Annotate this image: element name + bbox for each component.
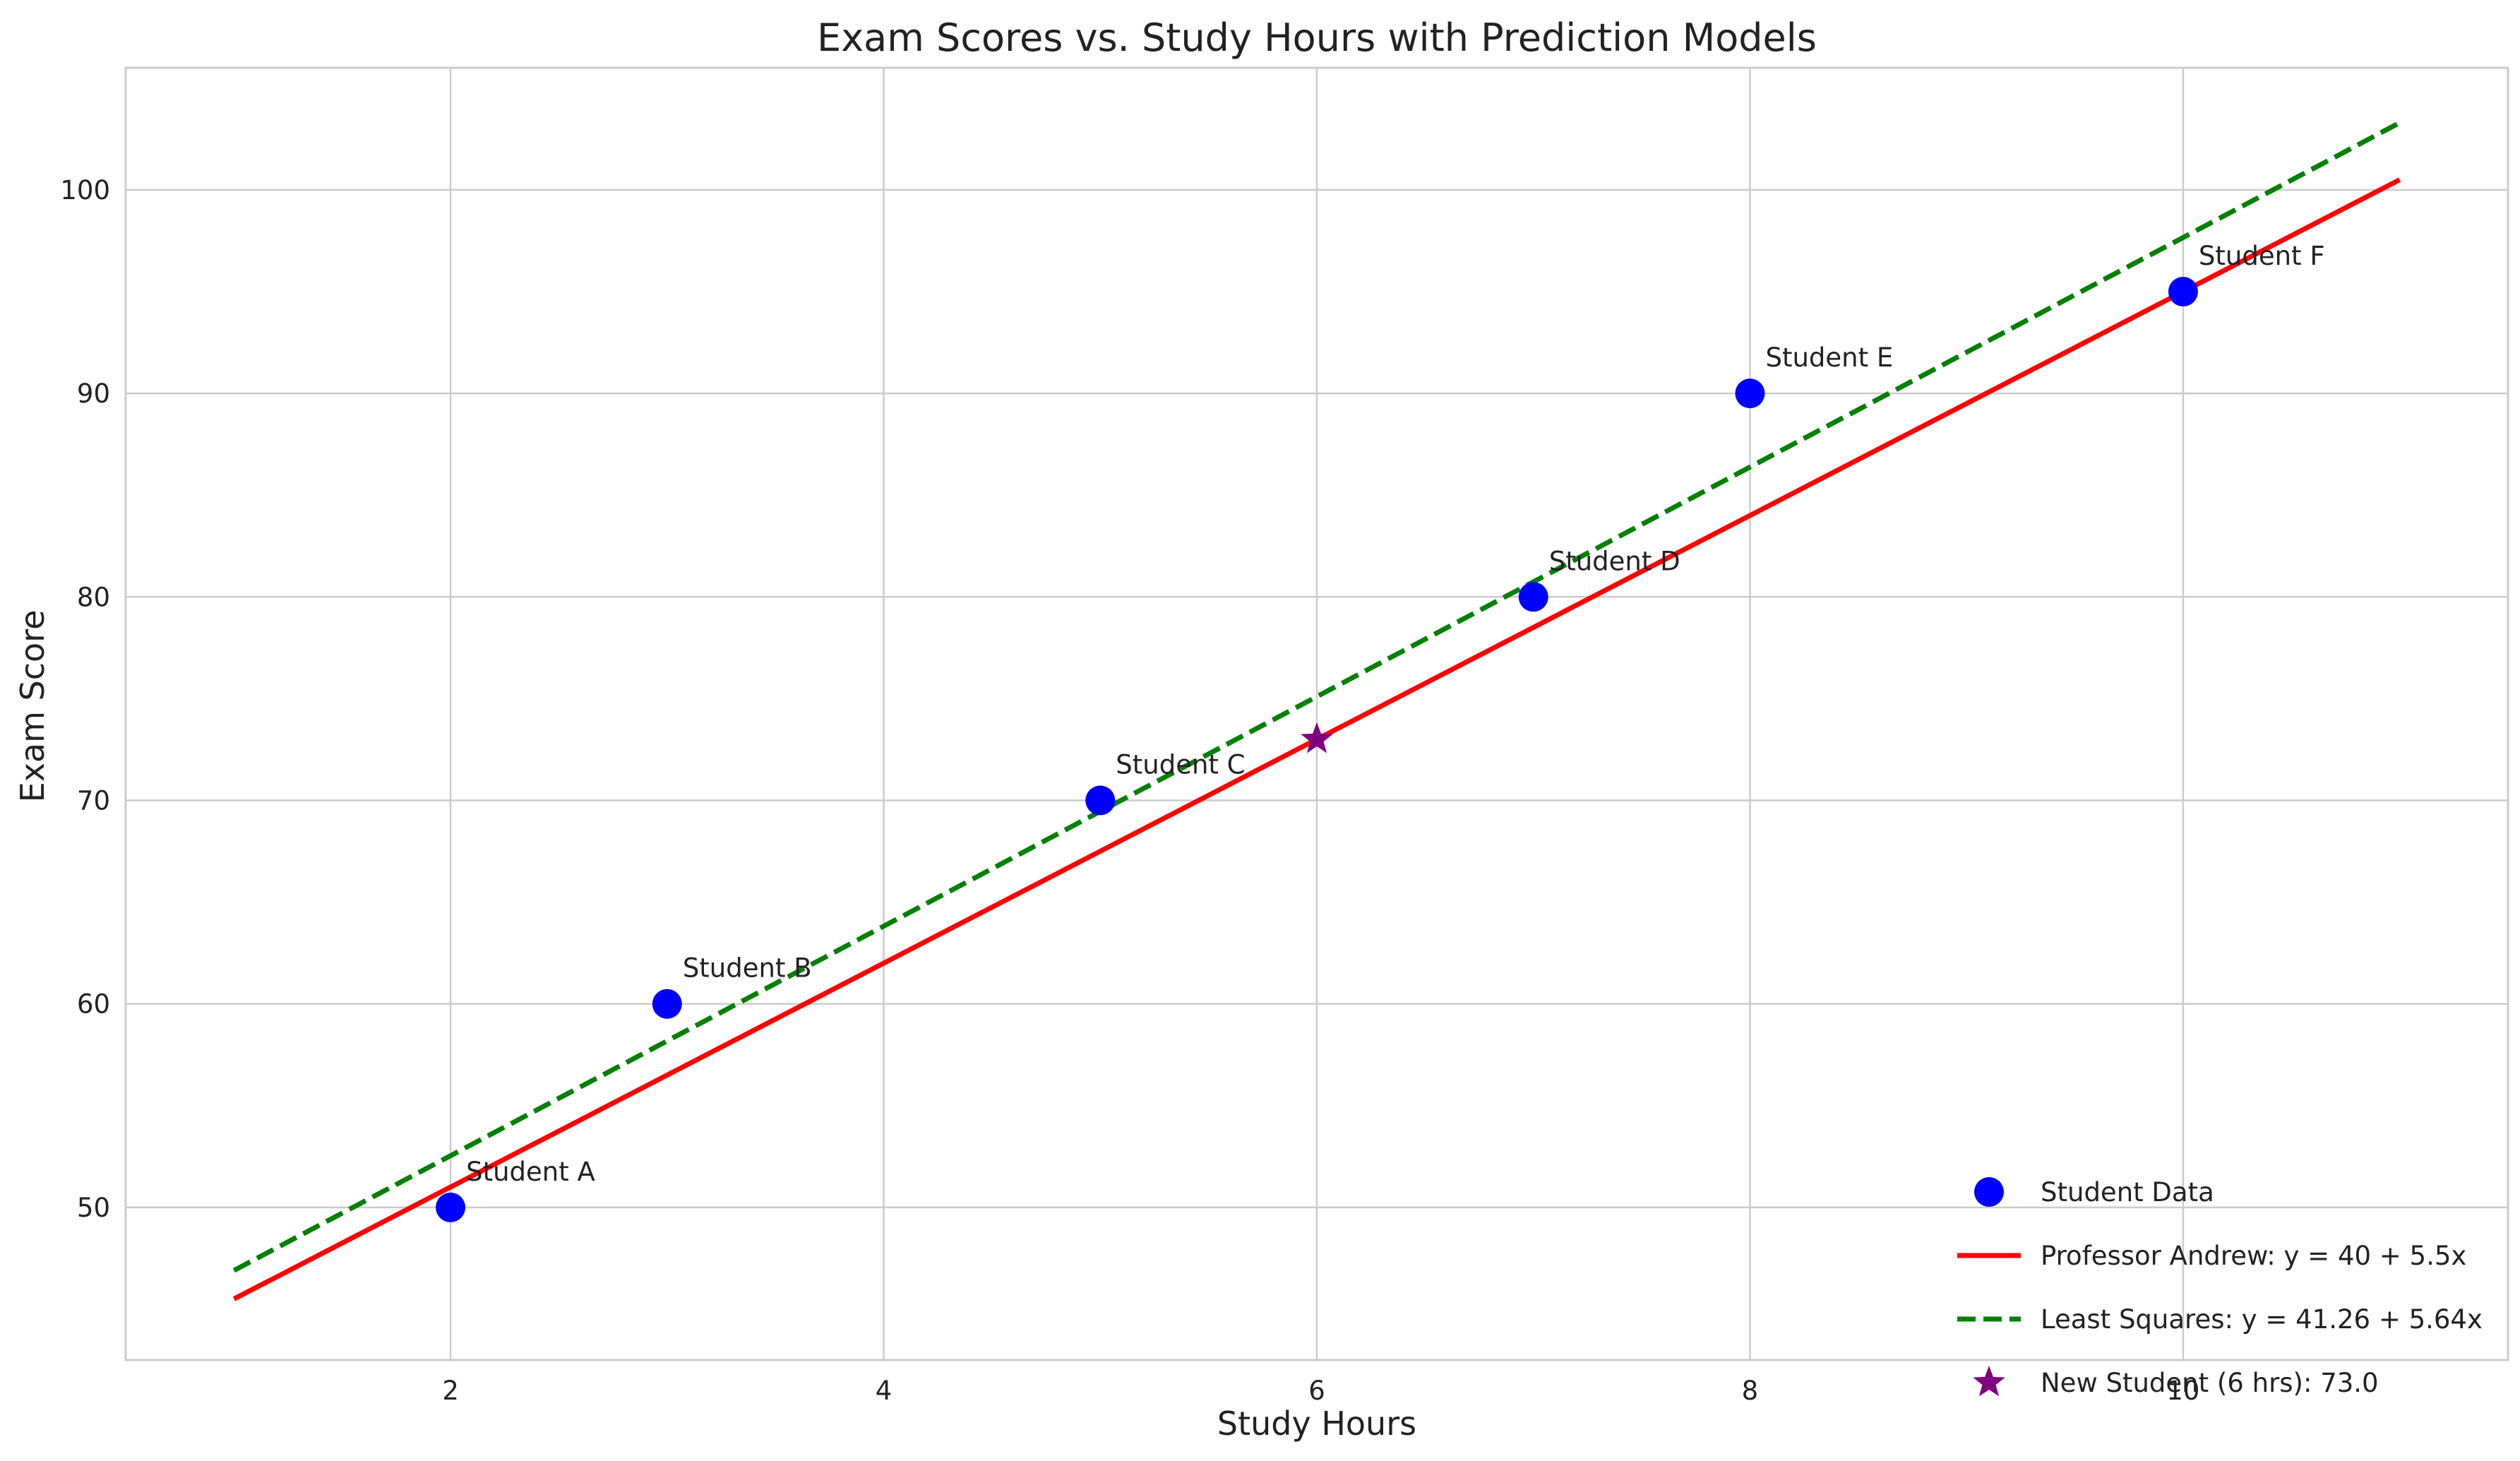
- student-point-label: Student D: [1549, 546, 1680, 576]
- legend-label: Least Squares: y = 41.26 + 5.64x: [2041, 1304, 2483, 1335]
- legend-label: Student Data: [2041, 1177, 2214, 1207]
- chart-title: Exam Scores vs. Study Hours with Predict…: [817, 16, 1817, 60]
- plot-frame: [124, 66, 2509, 1361]
- legend-label: New Student (6 hrs): 73.0: [2041, 1368, 2379, 1398]
- grid: [126, 68, 2508, 1360]
- y-tick-label: 60: [77, 989, 110, 1020]
- student-data-point: [1518, 582, 1548, 612]
- student-point-label: Student C: [1116, 749, 1245, 780]
- legend-circle-marker: [1974, 1177, 2004, 1207]
- x-tick-label: 10: [2166, 1376, 2199, 1406]
- legend-label: Professor Andrew: y = 40 + 5.5x: [2041, 1241, 2466, 1271]
- legend-entry: Student Data: [1974, 1177, 2214, 1207]
- y-tick-label: 70: [77, 785, 110, 816]
- student-data-point: [1735, 378, 1765, 409]
- student-data-point: [1085, 785, 1116, 816]
- student-point-label: Student A: [466, 1157, 595, 1187]
- legend-entry: Professor Andrew: y = 40 + 5.5x: [1957, 1241, 2466, 1271]
- student-point-label: Student F: [2199, 241, 2325, 271]
- y-tick-label: 80: [77, 582, 110, 612]
- legend-entry: New Student (6 hrs): 73.0: [1973, 1366, 2379, 1398]
- new-student-star: [1301, 722, 1333, 753]
- point-labels: Student A Student B Student C Student D Stud…: [466, 241, 2325, 1187]
- legend-star-marker: [1973, 1366, 2005, 1397]
- y-tick-label: 50: [77, 1193, 110, 1223]
- x-axis-label: Study Hours: [1217, 1405, 1416, 1443]
- y-axis-label: Exam Score: [13, 610, 52, 803]
- student-data-point: [2168, 277, 2198, 307]
- legend: Student Data Professor Andrew: y = 40 + 5…: [1957, 1177, 2483, 1398]
- student-data-point: [436, 1192, 466, 1222]
- x-tick-label: 8: [1742, 1376, 1759, 1406]
- data-points: [436, 277, 2198, 1222]
- y-tick-label: 100: [60, 175, 110, 205]
- student-point-label: Student E: [1765, 342, 1893, 373]
- tick-labels: 2 4 6 8 10 50 60 70 80 90 100: [60, 175, 2199, 1406]
- x-tick-label: 6: [1308, 1376, 1325, 1406]
- least-squares-line: [232, 120, 2401, 1273]
- student-data-point: [652, 989, 682, 1019]
- x-tick-label: 2: [442, 1376, 459, 1406]
- x-tick-label: 4: [876, 1376, 892, 1406]
- legend-entry: Least Squares: y = 41.26 + 5.64x: [1957, 1304, 2483, 1335]
- y-tick-label: 90: [77, 378, 110, 409]
- student-point-label: Student B: [683, 953, 812, 984]
